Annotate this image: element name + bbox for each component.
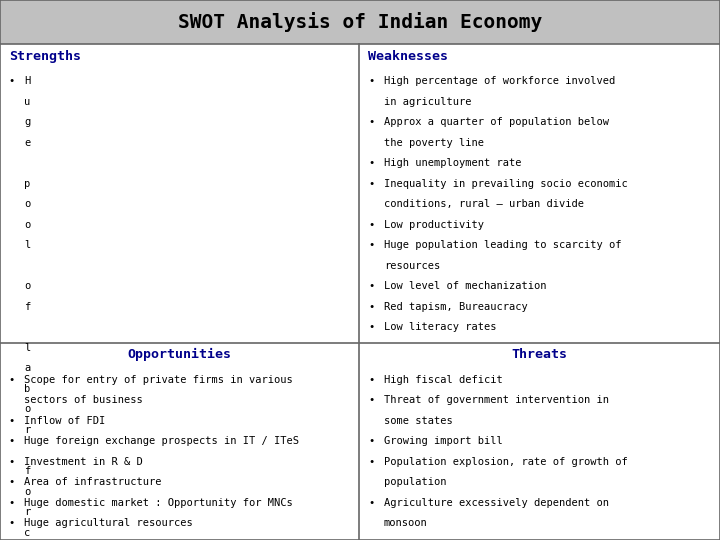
- Text: Huge population leading to scarcity of: Huge population leading to scarcity of: [384, 240, 621, 251]
- Text: •: •: [9, 416, 15, 426]
- Text: Area of infrastructure: Area of infrastructure: [24, 477, 162, 488]
- Text: e: e: [24, 138, 31, 148]
- Text: o: o: [24, 220, 31, 230]
- Text: in agriculture: in agriculture: [384, 97, 472, 107]
- Text: •: •: [368, 395, 374, 405]
- Text: Red tapism, Bureaucracy: Red tapism, Bureaucracy: [384, 302, 528, 312]
- Text: Huge domestic market : Opportunity for MNCs: Huge domestic market : Opportunity for M…: [24, 498, 293, 508]
- Text: sectors of business: sectors of business: [24, 395, 143, 405]
- Text: Investment in R & D: Investment in R & D: [24, 457, 143, 467]
- Text: conditions, rural – urban divide: conditions, rural – urban divide: [384, 199, 584, 210]
- Text: •: •: [9, 457, 15, 467]
- Text: l: l: [24, 240, 31, 251]
- Text: •: •: [368, 457, 374, 467]
- Text: resources: resources: [384, 261, 440, 271]
- Text: High percentage of workforce involved: High percentage of workforce involved: [384, 76, 615, 86]
- Text: Opportunities: Opportunities: [127, 348, 232, 361]
- Text: Population explosion, rate of growth of: Population explosion, rate of growth of: [384, 457, 628, 467]
- Text: Inequality in prevailing socio economic: Inequality in prevailing socio economic: [384, 179, 628, 189]
- Text: Scope for entry of private firms in various: Scope for entry of private firms in vari…: [24, 375, 293, 384]
- Text: •: •: [368, 158, 374, 168]
- Text: Low level of mechanization: Low level of mechanization: [384, 281, 546, 292]
- Text: •: •: [368, 436, 374, 446]
- Text: the poverty line: the poverty line: [384, 138, 484, 148]
- Text: Weaknesses: Weaknesses: [368, 50, 448, 63]
- Text: •: •: [368, 375, 374, 384]
- Text: •: •: [368, 240, 374, 251]
- Text: Agriculture excessively dependent on: Agriculture excessively dependent on: [384, 498, 609, 508]
- Text: o: o: [24, 281, 31, 292]
- Text: f: f: [24, 466, 31, 476]
- Text: u: u: [24, 97, 31, 107]
- Text: a: a: [24, 363, 31, 374]
- Text: Huge agricultural resources: Huge agricultural resources: [24, 518, 193, 528]
- Text: population: population: [384, 477, 446, 488]
- Text: c: c: [24, 528, 31, 538]
- Text: Huge foreign exchange prospects in IT / ITeS: Huge foreign exchange prospects in IT / …: [24, 436, 300, 446]
- Text: •: •: [368, 117, 374, 127]
- Text: •: •: [9, 498, 15, 508]
- Text: b: b: [24, 384, 31, 394]
- Text: g: g: [24, 117, 31, 127]
- Text: High fiscal deficit: High fiscal deficit: [384, 375, 503, 384]
- Text: •: •: [368, 302, 374, 312]
- Text: •: •: [368, 322, 374, 333]
- Text: Approx a quarter of population below: Approx a quarter of population below: [384, 117, 609, 127]
- Text: SWOT Analysis of Indian Economy: SWOT Analysis of Indian Economy: [178, 12, 542, 32]
- Text: •: •: [368, 76, 374, 86]
- Text: Strengths: Strengths: [9, 50, 81, 63]
- Text: •: •: [9, 518, 15, 528]
- Text: l: l: [24, 343, 31, 353]
- Text: •: •: [9, 76, 15, 86]
- Text: monsoon: monsoon: [384, 518, 428, 528]
- Text: p: p: [24, 179, 31, 189]
- Text: •: •: [368, 179, 374, 189]
- Text: o: o: [24, 487, 31, 497]
- Text: •: •: [368, 498, 374, 508]
- Text: •: •: [9, 375, 15, 384]
- Text: o: o: [24, 404, 31, 415]
- Text: •: •: [368, 281, 374, 292]
- Text: •: •: [9, 436, 15, 446]
- Text: r: r: [24, 425, 31, 435]
- Text: Low productivity: Low productivity: [384, 220, 484, 230]
- Text: Threats: Threats: [512, 348, 567, 361]
- Text: f: f: [24, 302, 31, 312]
- Text: •: •: [9, 477, 15, 488]
- Text: Growing import bill: Growing import bill: [384, 436, 503, 446]
- Text: some states: some states: [384, 416, 452, 426]
- Text: Low literacy rates: Low literacy rates: [384, 322, 496, 333]
- Text: r: r: [24, 507, 31, 517]
- Text: High unemployment rate: High unemployment rate: [384, 158, 521, 168]
- Bar: [0, 0, 720, 44]
- Text: o: o: [24, 199, 31, 210]
- Text: H: H: [24, 76, 31, 86]
- Text: Threat of government intervention in: Threat of government intervention in: [384, 395, 609, 405]
- Text: Inflow of FDI: Inflow of FDI: [24, 416, 106, 426]
- Text: •: •: [368, 220, 374, 230]
